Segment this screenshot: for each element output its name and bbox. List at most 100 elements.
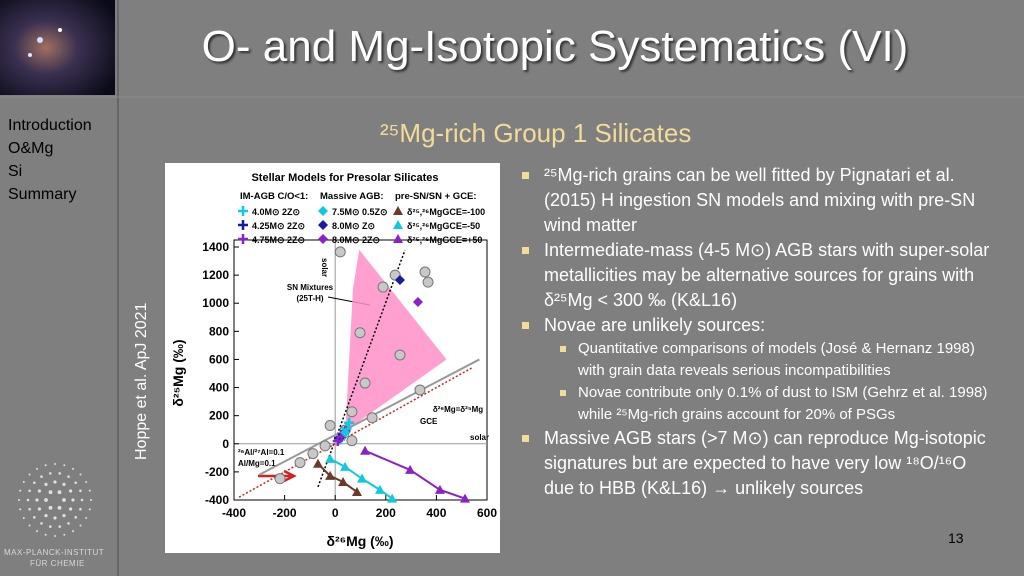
y-tick-label: 1000 bbox=[202, 296, 229, 310]
logo-dot bbox=[63, 464, 66, 467]
logo-dot bbox=[79, 507, 82, 511]
logo-dot bbox=[48, 490, 53, 495]
logo-dot bbox=[57, 490, 62, 495]
nav-item[interactable]: Introduction bbox=[8, 117, 92, 134]
annotation: solar bbox=[320, 258, 329, 277]
legend-marker bbox=[393, 234, 403, 243]
annotation: solar bbox=[470, 433, 489, 442]
model-region bbox=[345, 249, 447, 432]
logo-dot bbox=[33, 481, 36, 484]
logo-dot bbox=[22, 481, 25, 483]
bullet: ²⁵Mg-rich grains can be well fitted by P… bbox=[520, 163, 1000, 238]
page-number: 13 bbox=[948, 530, 964, 546]
legend-label: 4.75M⊙ 2Z⊙ bbox=[252, 235, 305, 245]
logo-dot bbox=[80, 498, 84, 502]
logo-dot bbox=[36, 530, 38, 533]
annotation: Al/Mg=0.1 bbox=[238, 459, 276, 468]
logo-dot bbox=[71, 498, 75, 502]
logo-dot bbox=[44, 482, 48, 487]
legend-title: Stellar Models for Presolar Silicates bbox=[251, 172, 438, 184]
legend-marker bbox=[238, 220, 248, 230]
logo-dot bbox=[72, 467, 74, 470]
y-tick-label: 0 bbox=[222, 437, 229, 451]
logo-dot bbox=[35, 498, 39, 502]
grain-point bbox=[394, 349, 406, 361]
nebula-image bbox=[0, 0, 115, 95]
bullet: Massive AGB stars (>7 M⊙) can reproduce … bbox=[520, 426, 1000, 501]
x-tick-label: -200 bbox=[273, 506, 297, 520]
logo-dot bbox=[68, 507, 73, 511]
logo-dot bbox=[58, 525, 61, 528]
grain-point bbox=[419, 266, 431, 278]
logo-dot bbox=[63, 533, 66, 536]
sub-bullet: Quantitative comparisons of models (José… bbox=[520, 338, 1000, 382]
grain-point bbox=[377, 281, 389, 293]
logo-dot bbox=[62, 513, 66, 518]
x-tick-label: -400 bbox=[222, 506, 246, 520]
logo-dot bbox=[28, 489, 31, 493]
nav-item[interactable]: Si bbox=[8, 163, 23, 180]
logo-dot bbox=[79, 489, 82, 493]
logo-dot bbox=[44, 533, 47, 536]
plot-frame bbox=[233, 239, 488, 501]
logo-dot bbox=[90, 499, 92, 501]
sub-bullet: Novae contribute only 0.1% of dust to IS… bbox=[520, 382, 1000, 426]
logo-dot bbox=[54, 535, 56, 537]
legend-label: 4.0M⊙ 2Z⊙ bbox=[252, 207, 300, 217]
logo-dot bbox=[62, 482, 66, 487]
grain-point bbox=[346, 406, 358, 418]
legend-label: δ²⁵,²⁶MgGCE=+50 bbox=[407, 235, 482, 245]
legend-marker bbox=[238, 206, 248, 216]
logo-dot bbox=[26, 498, 30, 502]
y-tick-label: 200 bbox=[209, 409, 229, 423]
annotation: ²⁶Al/²⁷Al=0.1 bbox=[238, 448, 285, 457]
legend-header: Massive AGB: bbox=[320, 191, 384, 202]
annotation: GCE bbox=[420, 417, 438, 426]
model-line bbox=[317, 463, 358, 493]
grain-point bbox=[294, 457, 306, 469]
y-tick-label: 1400 bbox=[202, 240, 229, 254]
model-point bbox=[405, 464, 416, 474]
logo-dot bbox=[88, 489, 91, 492]
legend-label: 8.0M⊙ 2Z⊙ bbox=[332, 235, 380, 245]
nav-item[interactable]: Summary bbox=[8, 186, 77, 203]
arrow bbox=[258, 469, 297, 483]
star bbox=[37, 37, 43, 43]
logo-dot bbox=[68, 489, 73, 493]
model-point bbox=[459, 493, 470, 503]
legend-label: 8.0M⊙ Z⊙ bbox=[332, 221, 375, 231]
model-point bbox=[394, 275, 405, 286]
bullet: Intermediate-mass (4-5 M⊙) AGB stars wit… bbox=[520, 238, 1000, 313]
logo-dot bbox=[79, 473, 82, 476]
logo-dot bbox=[44, 464, 47, 467]
logo-dot bbox=[44, 513, 48, 518]
legend-label: δ²⁵,²⁶MgGCE=-50 bbox=[407, 221, 480, 231]
annotation: SN Mixtures bbox=[287, 283, 334, 292]
x-tick-label: 0 bbox=[332, 506, 339, 520]
nav-item[interactable]: O&Mg bbox=[8, 140, 54, 157]
y-tick-label: -400 bbox=[205, 493, 229, 507]
x-tick-label: 200 bbox=[376, 506, 396, 520]
logo-dot bbox=[33, 516, 36, 519]
legend-label: 7.5M⊙ 0.5Z⊙ bbox=[332, 207, 388, 217]
legend-label: δ²⁵,²⁶MgGCE=-100 bbox=[407, 207, 485, 217]
star bbox=[58, 28, 62, 32]
y-tick-label: 1200 bbox=[202, 268, 229, 282]
logo-dot bbox=[58, 472, 61, 475]
logo-dot bbox=[57, 505, 62, 510]
logo-dot bbox=[67, 475, 70, 478]
legend-marker bbox=[318, 234, 328, 244]
logo-dot bbox=[44, 498, 48, 502]
logo-dot bbox=[19, 508, 22, 511]
logo-text: MAX-PLANCK-INSTITUT bbox=[4, 548, 105, 557]
legend-header: IM-AGB C/O<1: bbox=[240, 191, 308, 202]
model-point bbox=[434, 484, 445, 494]
logo-dot bbox=[88, 508, 91, 511]
legend-marker bbox=[238, 234, 248, 244]
bullet: Novae are unlikely sources: bbox=[520, 313, 1000, 338]
model-point bbox=[357, 473, 368, 483]
logo-dot bbox=[85, 481, 88, 483]
model-point bbox=[351, 486, 362, 496]
